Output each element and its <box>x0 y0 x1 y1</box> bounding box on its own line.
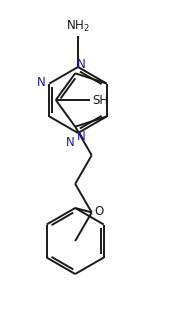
Text: O: O <box>95 205 104 218</box>
Text: N: N <box>66 136 75 149</box>
Text: N: N <box>37 76 45 89</box>
Text: SH: SH <box>92 93 109 107</box>
Text: NH$_2$: NH$_2$ <box>66 19 90 34</box>
Text: N: N <box>77 130 86 143</box>
Text: N: N <box>77 58 86 71</box>
